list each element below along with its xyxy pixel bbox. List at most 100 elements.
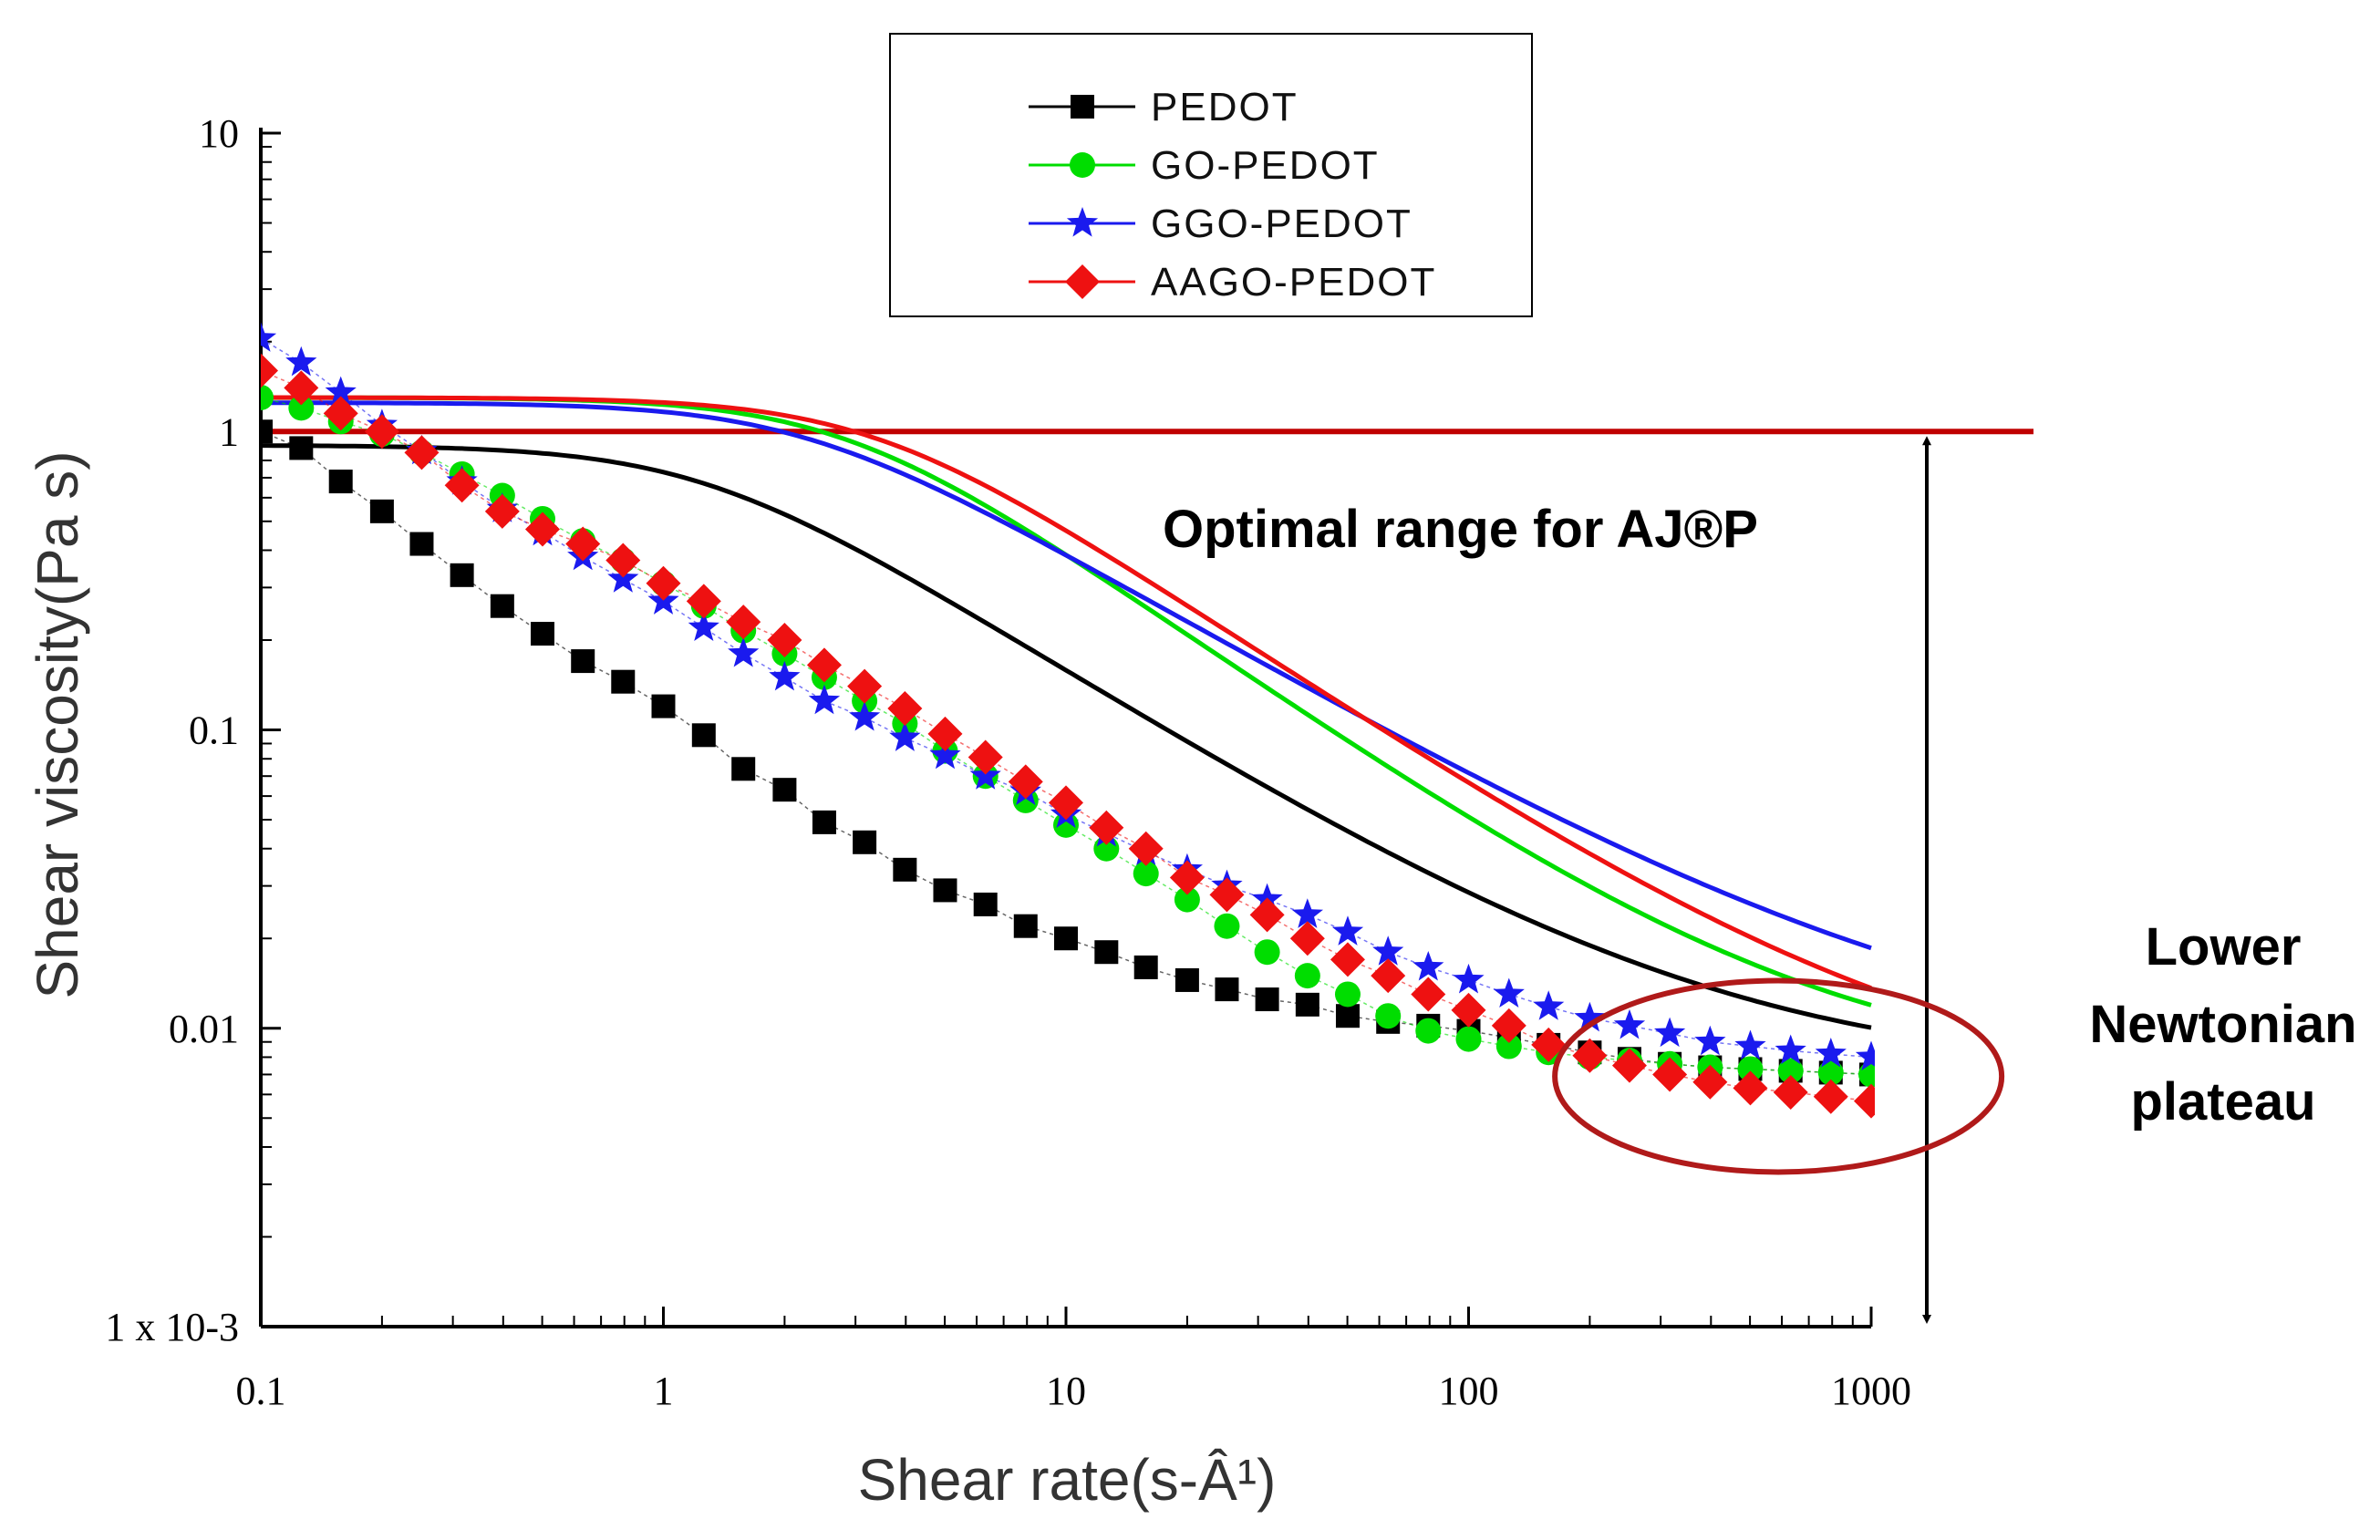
aago-pedot-point [565, 526, 601, 562]
aago-pedot-data-line [261, 369, 1872, 1102]
aago-pedot-point [364, 414, 399, 450]
legend-label: PEDOT [1151, 85, 1299, 129]
pedot-point [1174, 967, 1199, 992]
x-axis-title: Shear rate(s-Â¹) [858, 1447, 1277, 1513]
aago-pedot-point [726, 605, 761, 640]
pedot-point [1013, 914, 1038, 938]
ggo-pedot-point [325, 376, 357, 407]
ggo-pedot-point [769, 660, 801, 691]
x-tick-label: 100 [1439, 1369, 1499, 1413]
go-pedot-point [1254, 939, 1280, 966]
aago-pedot-point [1289, 921, 1325, 956]
aago-pedot-point [323, 396, 358, 431]
y-tick-label: 1 x 10-3 [105, 1305, 239, 1349]
ggo-pedot-point [808, 684, 841, 715]
aago-pedot-point [1330, 942, 1365, 977]
ggo-pedot-point [1453, 963, 1485, 994]
legend-label: AAGO-PEDOT [1151, 260, 1436, 305]
ggo-pedot-point [1694, 1025, 1726, 1056]
aago-pedot-point [1491, 1008, 1526, 1043]
legend: PEDOT GO-PEDOT GGO-PEDOT AAGO-PEDOT [889, 33, 1533, 317]
pedot-point [973, 892, 998, 916]
pedot-point [691, 723, 716, 748]
pedot-point [893, 857, 917, 882]
pedot-point [812, 810, 836, 834]
ggo-pedot-point [1654, 1017, 1686, 1048]
ggo-pedot-point [1613, 1008, 1646, 1039]
aago-pedot-point [1008, 764, 1043, 800]
pedot-point [731, 757, 756, 781]
pedot-point [1335, 1004, 1360, 1028]
aago-pedot-point [1049, 785, 1083, 821]
x-tick-label: 10 [1046, 1369, 1086, 1413]
aago-pedot-point [1652, 1057, 1688, 1092]
aago-pedot-point [605, 543, 641, 578]
ggo-pedot-point [1291, 898, 1323, 928]
legend-item: GGO-PEDOT [1029, 202, 1412, 246]
go-pedot-point [1415, 1018, 1442, 1044]
pedot-point [933, 878, 957, 903]
ggo-pedot-point [1734, 1029, 1766, 1060]
ggo-pedot-point [1533, 990, 1565, 1020]
aago-pedot-point [1773, 1075, 1808, 1111]
ggo-pedot-point [1331, 915, 1364, 946]
y-tick-label: 0.01 [169, 1007, 239, 1051]
ggo-pedot-point [1493, 977, 1525, 1008]
pedot-point [530, 622, 554, 646]
plateau-highlight-ellipse [1552, 977, 2005, 1175]
aago-pedot-point [1371, 958, 1406, 994]
aago-pedot-point [887, 690, 923, 726]
x-axis-ticks: 0.1 1 10 100 1000 [236, 1307, 1911, 1413]
pedot-point [1295, 992, 1319, 1017]
pedot-point [1215, 977, 1239, 1002]
aago-pedot-point [1733, 1070, 1768, 1106]
go-pedot-point [1777, 1058, 1804, 1084]
pedot-point [772, 778, 797, 802]
aago-pedot-fit-curve [261, 395, 1872, 991]
aago-pedot-point [261, 353, 278, 388]
aago-pedot-point [1169, 860, 1205, 895]
go-pedot-point [1174, 886, 1200, 913]
plateau-label-line-3: plateau [2130, 1072, 2315, 1132]
x-tick-label: 1000 [1831, 1369, 1911, 1413]
legend-item: PEDOT [1029, 85, 1299, 129]
aago-pedot-point [968, 739, 1003, 775]
legend-label: GO-PEDOT [1151, 143, 1380, 188]
aago-pedot-point [524, 512, 560, 547]
go-pedot-point [1495, 1033, 1522, 1059]
pedot-point [450, 563, 474, 587]
go-pedot-point [1375, 1003, 1402, 1029]
aago-pedot-point [1089, 810, 1124, 845]
aago-pedot-point [1451, 992, 1486, 1028]
aago-pedot-point [1209, 877, 1245, 913]
legend-label: GGO-PEDOT [1151, 202, 1412, 246]
legend-item: AAGO-PEDOT [1029, 260, 1436, 305]
ggo-pedot-point [1574, 1001, 1606, 1032]
aago-pedot-point [1249, 897, 1285, 933]
aago-pedot-point [806, 647, 842, 683]
ggo-pedot-point [285, 346, 317, 377]
ggo-pedot-point [889, 721, 921, 751]
aago-pedot-point [1531, 1027, 1567, 1062]
optimal-range-label: Optimal range for AJ®P [1163, 500, 1758, 559]
ggo-pedot-point [688, 611, 719, 641]
aago-pedot-point [1128, 831, 1164, 866]
aago-pedot-point [767, 622, 802, 657]
ggo-pedot-point [969, 760, 1001, 790]
pedot-point [651, 694, 676, 718]
go-pedot-point [288, 395, 315, 421]
pedot-point [289, 436, 314, 460]
aago-pedot-point [646, 565, 681, 601]
pedot-point [328, 470, 353, 494]
aago-pedot-point [404, 435, 440, 470]
go-pedot-point [1133, 861, 1159, 887]
pedot-point [611, 669, 636, 694]
aago-pedot-point [1572, 1038, 1608, 1073]
pedot-point [369, 499, 394, 523]
aago-pedot-point [1854, 1083, 1875, 1119]
aago-pedot-point [1813, 1079, 1848, 1114]
y-axis-title: Shear viscosity(Pa s) [25, 450, 90, 998]
aago-pedot-point [1611, 1048, 1647, 1083]
pedot-point [490, 594, 514, 618]
legend-marker [1070, 152, 1095, 178]
